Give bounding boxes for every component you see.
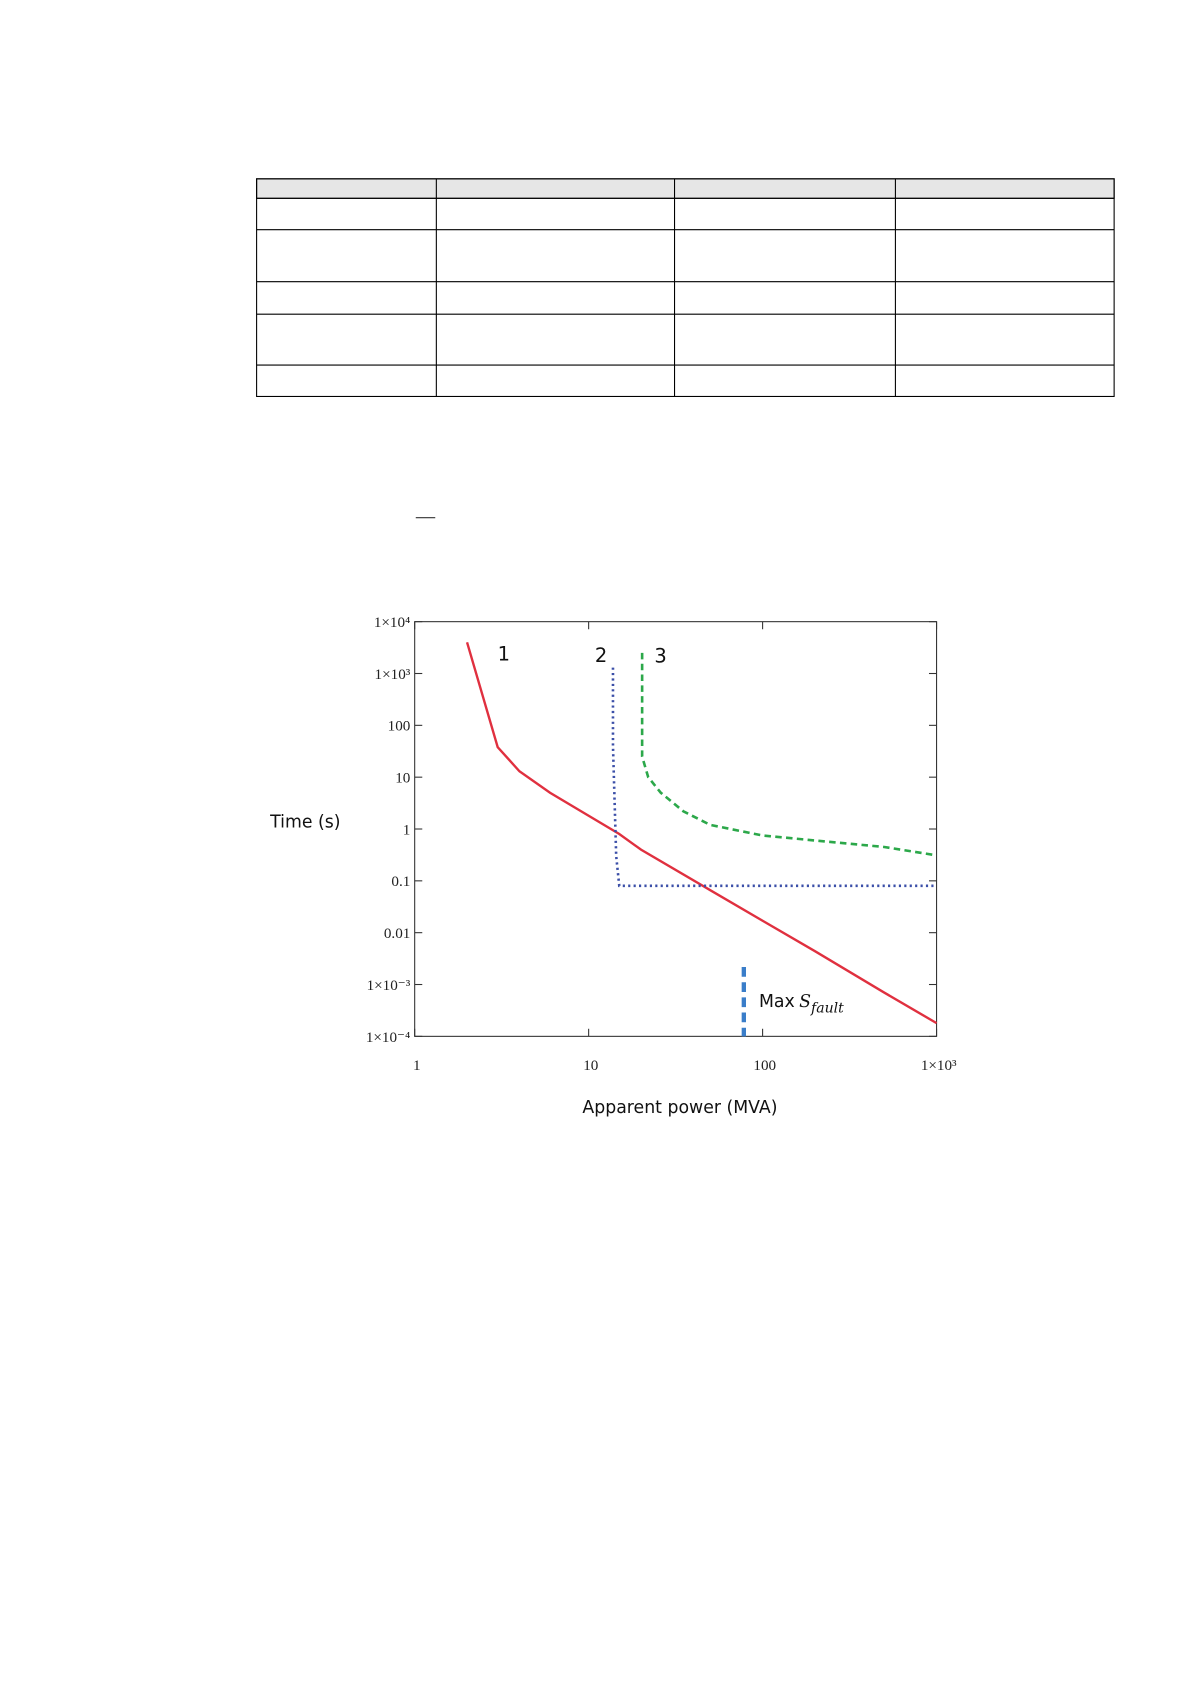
annotation-subscript: fault xyxy=(810,1001,844,1017)
series-line xyxy=(611,667,937,888)
table-border xyxy=(256,178,1115,397)
x-tick-label: 100 xyxy=(753,1057,776,1074)
y-tick-label: 0.01 xyxy=(384,925,411,942)
x-tick-label: 1 xyxy=(413,1057,421,1074)
y-tick-label: 100 xyxy=(388,718,411,735)
y-axis-label: Time (s) xyxy=(269,812,340,832)
empty-table xyxy=(256,178,1115,397)
x-tick-label: 1×10³ xyxy=(921,1057,957,1074)
series-line xyxy=(640,652,937,857)
x-tick-label: 10 xyxy=(583,1057,598,1074)
plot-frame xyxy=(414,621,938,1037)
series-label: 3 xyxy=(654,645,666,668)
y-tick-label: 10 xyxy=(395,770,410,787)
table-header xyxy=(256,178,1115,199)
y-tick-label: 1×10⁴ xyxy=(374,614,411,631)
series-label: 1 xyxy=(498,643,510,666)
x-axis-label: Apparent power (MVA) xyxy=(582,1098,777,1118)
y-tick-label: 1×10³ xyxy=(375,666,411,683)
series-line xyxy=(465,641,938,1025)
annotation-text: Max xyxy=(759,992,795,1012)
y-tick-label: 1 xyxy=(403,821,411,838)
annotation-label: Max Sfault xyxy=(759,992,844,1016)
series-label: 2 xyxy=(595,644,607,667)
plot: 1 10 100 1×10³ 1×10⁻⁴ 1×10⁻³ 0.01 0.1 1 10 100 1×10… xyxy=(366,614,957,1074)
annotation-symbol: S xyxy=(799,992,811,1012)
y-tick-label: 1×10⁻³ xyxy=(367,977,411,994)
y-tick-label: 0.1 xyxy=(391,873,410,890)
y-tick-label: 1×10⁻⁴ xyxy=(366,1029,411,1046)
